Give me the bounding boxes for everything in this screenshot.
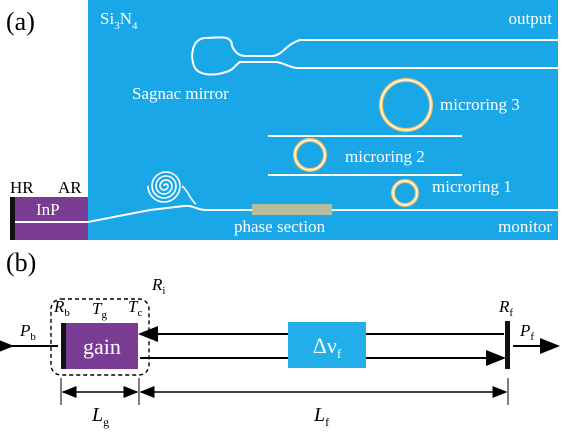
rb-label: Rb [53,297,70,319]
inp-label: InP [36,200,60,219]
tc-label: Tc [128,297,142,319]
spiral-waveguide [147,171,197,205]
pb-label: Pb [19,321,36,343]
output-label: output [509,9,553,28]
microring-1-core [392,180,418,206]
sagnac-mirror-waveguide [191,36,558,76]
pf-label: Pf [519,321,534,343]
chip-material-label: Si3N4 [100,9,138,32]
inp-gain-chip [10,197,88,240]
microring-3-core [380,79,432,131]
filter-box [288,322,366,368]
hr-label: HR [10,178,34,197]
microring-1-label: microring 1 [432,177,512,196]
gain-block [66,323,138,369]
monitor-label: monitor [498,217,552,236]
sagnac-mirror-label: Sagnac mirror [132,84,229,103]
panel-b-label: (b) [6,248,36,277]
delta-nu-label: Δνf [313,333,342,361]
panel-a-label: (a) [6,7,35,36]
rf-mirror [505,321,510,369]
lf-label: Lf [313,404,329,429]
ri-label: Ri [151,275,165,297]
rf-label: Rf [498,297,513,319]
main-waveguide [87,204,558,223]
hr-facet [10,197,15,240]
microring-2-label: microring 2 [345,147,425,166]
lg-label: Lg [91,404,109,429]
microring-2-core [294,139,326,171]
tg-label: Tg [92,299,107,321]
phase-section-label: phase section [234,217,326,236]
rb-mirror [61,323,66,369]
gain-label: gain [83,334,121,359]
microring-3-label: microring 3 [440,95,520,114]
phase-section [252,204,332,215]
ar-label: AR [58,178,82,197]
